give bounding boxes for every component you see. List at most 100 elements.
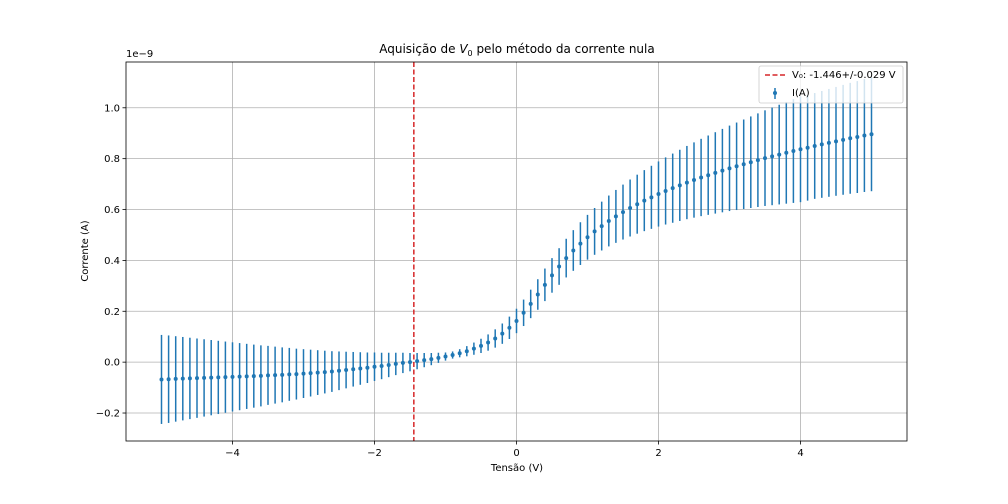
y-tick-label: 0.2	[104, 307, 120, 318]
data-point	[741, 162, 746, 167]
legend-series-marker	[773, 91, 777, 95]
data-point	[677, 183, 682, 188]
data-point	[436, 355, 441, 360]
data-point	[684, 180, 689, 185]
data-point	[791, 149, 796, 154]
data-point	[521, 310, 526, 315]
data-point	[805, 145, 810, 150]
data-point	[798, 147, 803, 152]
data-point	[230, 374, 235, 379]
data-point	[699, 175, 704, 180]
data-point	[223, 375, 228, 380]
data-point	[819, 142, 824, 147]
x-tick-label: −2	[367, 448, 382, 459]
data-point	[195, 376, 199, 381]
y-tick-label: 0.8	[104, 154, 120, 165]
data-point	[301, 371, 306, 376]
data-point	[358, 366, 363, 371]
data-point	[535, 292, 540, 297]
data-point	[592, 229, 597, 234]
data-point	[187, 376, 192, 381]
chart-title: Aquisição de V0 pelo método da corrente …	[379, 42, 654, 58]
data-point	[266, 373, 270, 378]
data-point	[429, 357, 434, 362]
data-point	[180, 376, 185, 381]
data-point	[337, 368, 341, 373]
data-point	[706, 173, 711, 178]
data-point	[251, 374, 256, 379]
data-point	[763, 156, 767, 161]
data-point	[244, 374, 249, 379]
y-tick-label: 0.0	[104, 358, 120, 369]
x-tick-label: −4	[225, 448, 240, 459]
data-point	[166, 377, 171, 382]
data-point	[457, 351, 462, 356]
y-tick-label: 1.0	[104, 103, 120, 114]
data-point	[216, 375, 221, 380]
y-tick-label: −0.2	[96, 409, 120, 420]
data-point	[351, 367, 356, 372]
data-point	[720, 168, 725, 173]
data-point	[507, 325, 512, 330]
data-point	[834, 139, 838, 144]
data-point	[379, 363, 384, 368]
data-point	[841, 137, 846, 142]
data-point	[287, 372, 292, 377]
data-point	[528, 301, 533, 306]
data-point	[386, 362, 391, 367]
x-tick-label: 0	[513, 448, 519, 459]
data-point	[443, 354, 448, 359]
data-point	[713, 170, 718, 175]
data-point	[606, 218, 611, 223]
data-point	[514, 318, 519, 323]
data-point	[173, 376, 178, 381]
data-point	[755, 158, 760, 163]
data-point	[450, 353, 455, 358]
grid	[126, 62, 907, 441]
data-point	[812, 143, 817, 148]
data-point	[408, 360, 412, 365]
data-point	[471, 346, 476, 351]
data-point	[585, 235, 590, 240]
data-point	[393, 361, 398, 366]
data-point	[727, 166, 732, 171]
data-point	[770, 154, 775, 159]
data-point	[159, 377, 164, 382]
data-point	[258, 373, 263, 378]
y-axis-label: Corrente (A)	[80, 220, 91, 281]
data-point	[273, 373, 278, 378]
data-point	[635, 202, 640, 207]
x-axis-ticks: −4 −2 0 2 4	[225, 441, 804, 459]
data-point	[493, 336, 498, 341]
data-points	[159, 132, 874, 382]
y-offset-text: 1e−9	[126, 49, 153, 60]
data-point	[656, 192, 661, 197]
data-point	[415, 359, 420, 364]
data-point	[294, 372, 299, 377]
x-axis-label: Tensão (V)	[490, 463, 543, 474]
data-point	[486, 340, 491, 345]
data-point	[649, 195, 654, 200]
data-point	[550, 273, 554, 278]
data-point	[315, 370, 320, 375]
data-point	[642, 198, 647, 203]
data-point	[344, 368, 349, 373]
data-point	[209, 375, 214, 380]
data-point	[564, 256, 569, 261]
plot-frame	[125, 61, 908, 442]
data-point	[500, 331, 505, 336]
data-point	[599, 224, 604, 229]
y-axis-ticks: −0.2 0.0 0.2 0.4 0.6 0.8 1.0	[96, 103, 126, 420]
data-point	[237, 374, 242, 379]
data-point	[329, 369, 334, 374]
data-point	[692, 178, 696, 183]
legend-series-label: I(A)	[792, 88, 810, 99]
data-point	[557, 264, 562, 269]
x-tick-label: 2	[655, 448, 661, 459]
data-point	[571, 248, 576, 253]
data-point	[848, 136, 853, 141]
data-point	[855, 135, 860, 140]
data-point	[422, 358, 427, 363]
legend-box	[758, 65, 904, 104]
